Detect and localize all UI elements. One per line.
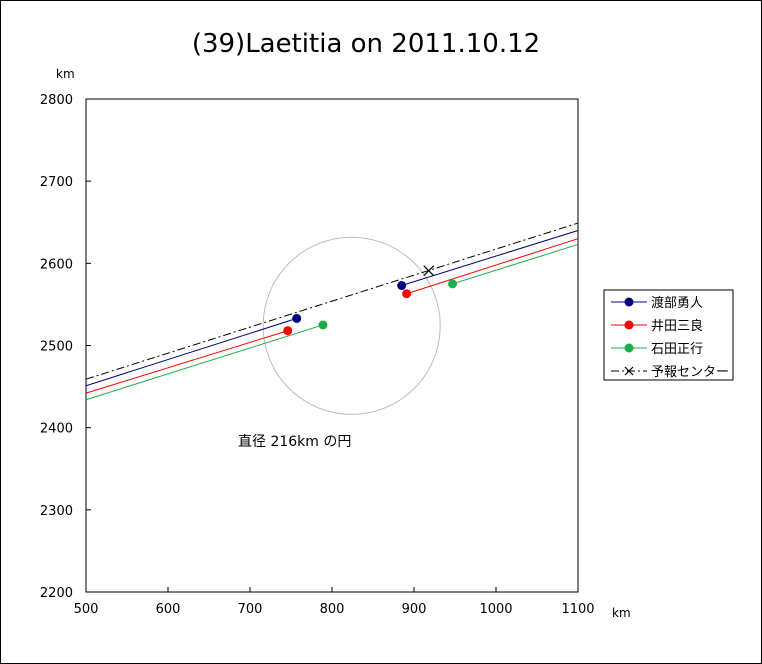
series-line <box>85 222 579 380</box>
chart-title: (39)Laetitia on 2011.10.12 <box>192 29 540 59</box>
x-tick-label: 600 <box>156 602 181 617</box>
x-tick-label: 900 <box>402 602 427 617</box>
x-tick-label: 800 <box>320 602 345 617</box>
legend-marker <box>624 320 634 330</box>
series-point <box>283 326 293 336</box>
series-point <box>402 289 412 299</box>
legend-label: 予報センター <box>651 365 729 380</box>
x-tick-label: 1000 <box>479 602 512 617</box>
series-line <box>85 324 324 401</box>
series-line <box>406 238 579 295</box>
x-tick-label: 700 <box>238 602 263 617</box>
circle-annotation: 直径 216km の円 <box>238 433 351 450</box>
y-tick-label: 2400 <box>40 422 73 437</box>
series-point <box>292 313 302 323</box>
y-tick-label: 2800 <box>40 93 73 108</box>
series-line <box>401 229 579 286</box>
series-line <box>85 330 288 394</box>
y-tick-label: 2600 <box>40 257 73 272</box>
series-point <box>318 320 328 330</box>
series-line <box>452 243 579 285</box>
plot-area <box>85 98 579 593</box>
y-axis-unit: km <box>56 67 75 81</box>
y-tick-label: 2700 <box>40 175 73 190</box>
predicted-center-marker <box>423 265 435 277</box>
legend-label: 井田三良 <box>651 318 703 334</box>
x-axis-unit: km <box>612 606 631 620</box>
diameter-circle <box>262 236 441 415</box>
series-line <box>85 317 297 387</box>
legend-box <box>603 289 734 381</box>
legend-marker <box>624 366 634 376</box>
series-point <box>448 279 458 289</box>
legend-label: 石田正行 <box>651 342 703 357</box>
legend-label: 渡部勇人 <box>651 295 703 311</box>
series-point <box>397 281 407 291</box>
y-tick-label: 2300 <box>40 504 73 519</box>
x-axis-ticks: 500 600 700 800 900 1000 1100 <box>74 587 595 617</box>
plot-layer <box>85 222 579 415</box>
legend-marker <box>624 297 634 307</box>
x-tick-label: 500 <box>74 602 99 617</box>
x-tick-label: 1100 <box>561 602 594 617</box>
legend-marker <box>624 343 634 353</box>
y-tick-label: 2200 <box>40 586 73 601</box>
y-axis-ticks: 2200 2300 2400 2500 2600 2700 2800 <box>40 93 91 601</box>
y-tick-label: 2500 <box>40 340 73 355</box>
